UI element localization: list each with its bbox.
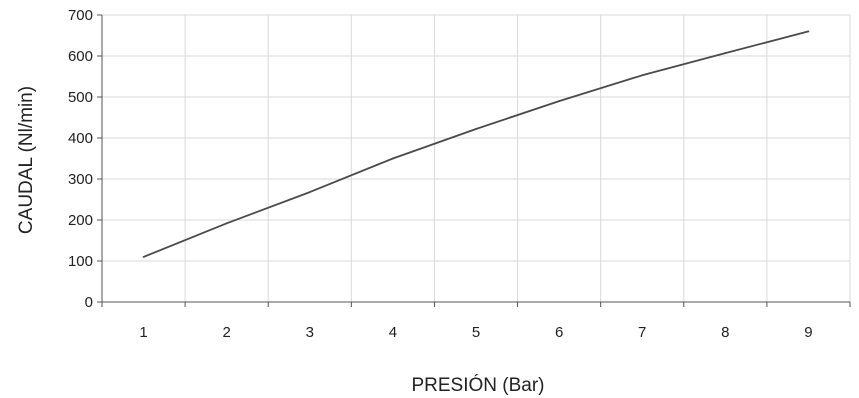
- x-tick-label: 9: [804, 324, 812, 341]
- x-tick-label: 4: [389, 324, 397, 341]
- series: [142, 30, 810, 258]
- y-tick-label: 500: [68, 89, 93, 106]
- x-tick-label: 2: [222, 324, 230, 341]
- data-point: [225, 222, 228, 225]
- x-tick-label: 3: [306, 324, 314, 341]
- y-tick-label: 600: [68, 48, 93, 65]
- data-point: [391, 157, 394, 160]
- data-point: [475, 128, 477, 130]
- x-tick-label: 6: [555, 324, 563, 341]
- y-axis-title: CAUDAL (Nl/min): [16, 86, 37, 234]
- axes: [101, 15, 850, 303]
- data-point: [558, 100, 561, 102]
- y-tick-label: 100: [68, 253, 93, 270]
- caudal-series-line: [143, 30, 809, 258]
- data-point: [807, 30, 810, 33]
- y-tick-label: 0: [85, 294, 93, 311]
- y-tick-label: 300: [68, 171, 93, 188]
- y-tick-label: 200: [68, 212, 93, 229]
- y-tick-label: 700: [68, 7, 93, 24]
- data-point: [641, 74, 644, 77]
- data-point: [724, 52, 727, 55]
- x-tick-label: 1: [139, 324, 147, 341]
- data-point: [142, 256, 145, 258]
- ticks: 0 100 200 300 400 500 600 700 1 2 3 4 5 6 7 8 9: [68, 7, 851, 341]
- x-tick-label: 5: [472, 324, 480, 341]
- x-axis-title: PRESIÓN (Bar): [411, 374, 544, 396]
- x-tick-label: 8: [721, 324, 729, 341]
- grid: [101, 14, 851, 302]
- y-tick-label: 400: [68, 130, 93, 147]
- x-tick-label: 7: [638, 324, 646, 341]
- data-point: [308, 191, 311, 194]
